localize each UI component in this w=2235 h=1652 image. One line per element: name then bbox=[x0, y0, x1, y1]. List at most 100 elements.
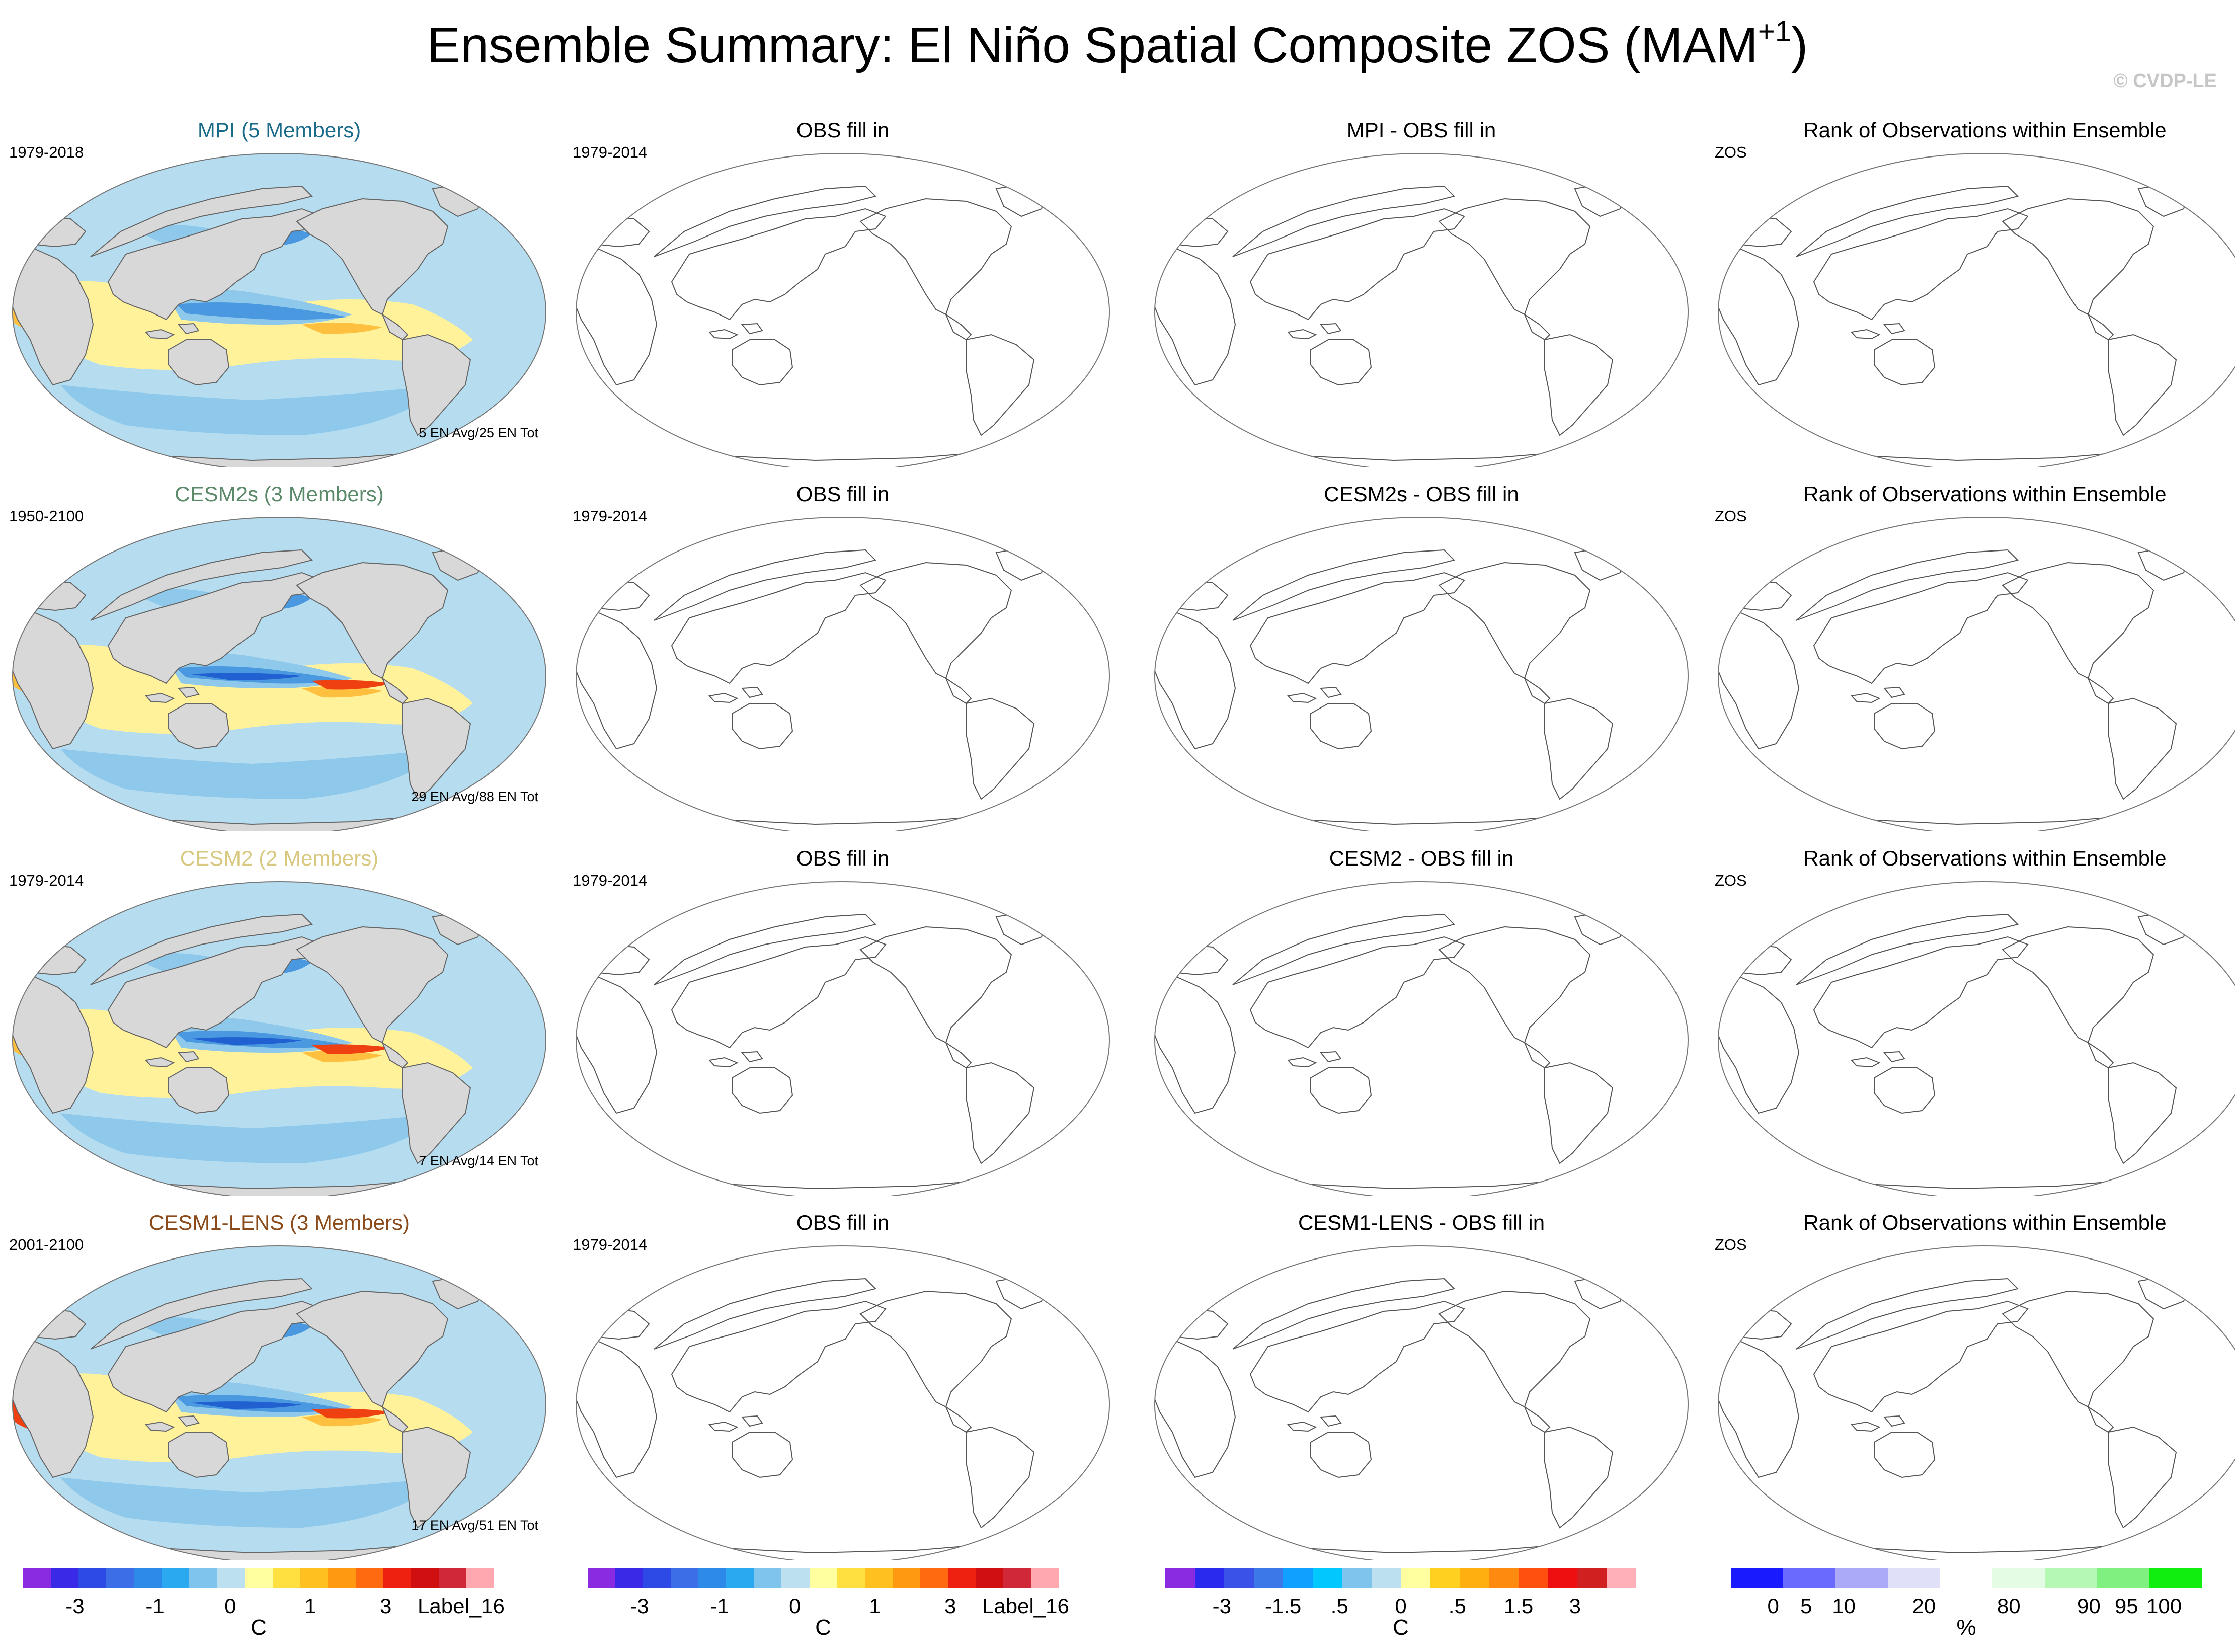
ensemble-map bbox=[12, 1245, 546, 1560]
land-outline bbox=[1874, 1067, 1936, 1114]
colorbar-swatch bbox=[383, 1568, 411, 1588]
colorbar-swatch bbox=[1731, 1568, 1783, 1588]
land-outline bbox=[1796, 913, 2019, 985]
land-outline bbox=[1438, 562, 1591, 679]
land-outline bbox=[1232, 1278, 1455, 1350]
land-outline bbox=[1851, 1057, 1881, 1068]
colorbar bbox=[588, 1568, 1059, 1588]
ensemble-panel: CESM1-LENS (3 Members) 2001-2100 17 EN Avg… bbox=[0, 1196, 558, 1560]
colorbar-swatch bbox=[1519, 1568, 1548, 1588]
panel-title: Rank of Observations within Ensemble bbox=[1803, 118, 2167, 142]
event-count: 5 EN Avg/25 EN Tot bbox=[419, 425, 538, 440]
land-outline bbox=[177, 1415, 200, 1427]
land-outline bbox=[90, 549, 313, 621]
obs-panel: OBS fill in 1979-2014 bbox=[564, 467, 1122, 831]
map-border bbox=[576, 881, 1110, 1196]
land-outline bbox=[1544, 697, 1614, 800]
land-outline bbox=[637, 808, 1047, 831]
ensemble-map bbox=[12, 153, 546, 467]
land-outline bbox=[654, 549, 876, 621]
land-outline bbox=[1718, 248, 1800, 386]
land-outline bbox=[402, 334, 471, 436]
colorbar-swatch bbox=[947, 1568, 976, 1588]
colorbar-swatch bbox=[134, 1568, 162, 1588]
land-outline bbox=[1718, 612, 1800, 750]
colorbar-swatch bbox=[1224, 1568, 1254, 1588]
land-outline bbox=[966, 1426, 1035, 1529]
land-outline bbox=[2002, 198, 2154, 316]
obs-panel: OBS fill in 1979-2014 bbox=[564, 831, 1122, 1196]
land-outline bbox=[145, 1057, 175, 1068]
land-outline bbox=[1523, 313, 1551, 341]
map-border bbox=[1154, 517, 1689, 831]
land-outline bbox=[1883, 686, 1905, 698]
panel-title: OBS fill in bbox=[796, 482, 890, 506]
map-border bbox=[12, 517, 546, 831]
variable-label: ZOS bbox=[1715, 1236, 1747, 1253]
colorbar-swatch bbox=[1312, 1568, 1342, 1588]
land-outline bbox=[578, 215, 650, 248]
colorbar-swatch bbox=[355, 1568, 383, 1588]
land-outline bbox=[1796, 549, 2019, 621]
land-outline bbox=[1813, 208, 2029, 321]
land-outline bbox=[1780, 444, 2189, 467]
land-outline bbox=[296, 562, 449, 679]
land-outline bbox=[708, 1057, 739, 1068]
year-range: 1979-2014 bbox=[573, 143, 648, 161]
colorbar-swatch bbox=[411, 1568, 439, 1588]
land-outline bbox=[1523, 677, 1551, 704]
land-outline bbox=[1319, 686, 1342, 698]
land-outline bbox=[944, 677, 972, 704]
colorbar-swatch bbox=[2045, 1568, 2097, 1588]
land-outline bbox=[654, 1278, 876, 1350]
diff-map bbox=[1154, 881, 1689, 1196]
diff-panel: MPI - OBS fill in bbox=[1142, 103, 1701, 467]
colorbar-swatch bbox=[23, 1568, 51, 1588]
colorbar-swatch bbox=[1401, 1568, 1430, 1588]
colorbar-swatch bbox=[78, 1568, 107, 1588]
map-border bbox=[1718, 881, 2235, 1196]
land-outline bbox=[732, 703, 793, 750]
land-outline bbox=[671, 936, 887, 1049]
colorbar-swatch bbox=[1283, 1568, 1313, 1588]
colorbar-swatch bbox=[1548, 1568, 1577, 1588]
land-outline bbox=[1883, 1415, 1905, 1427]
map-border bbox=[12, 881, 546, 1196]
colorbar-swatch bbox=[2149, 1568, 2202, 1588]
variable-label: ZOS bbox=[1715, 872, 1747, 889]
land-outline bbox=[1796, 185, 2019, 257]
land-outline bbox=[859, 1290, 1012, 1408]
land-outline bbox=[1216, 444, 1626, 467]
land-outline bbox=[732, 339, 793, 386]
land-outline bbox=[381, 1041, 409, 1069]
land-outline bbox=[1232, 549, 1455, 621]
colorbar-swatch bbox=[1342, 1568, 1372, 1588]
colorbar-swatch bbox=[466, 1568, 495, 1588]
land-outline bbox=[1438, 1290, 1591, 1408]
rank-panel: Rank of Observations within Ensemble ZOS bbox=[1706, 1196, 2235, 1560]
land-outline bbox=[107, 208, 323, 321]
diff-map bbox=[1154, 1245, 1689, 1560]
anomaly-region bbox=[191, 1037, 302, 1045]
land-outline bbox=[381, 1405, 409, 1433]
panel-title: Rank of Observations within Ensemble bbox=[1803, 1211, 2167, 1234]
land-outline bbox=[859, 926, 1012, 1044]
land-outline bbox=[1544, 334, 1614, 436]
obs-map bbox=[576, 153, 1110, 467]
anomaly-region bbox=[191, 673, 302, 680]
land-outline bbox=[2137, 1275, 2190, 1310]
land-outline bbox=[1319, 1051, 1342, 1063]
anomaly-region bbox=[312, 680, 392, 690]
event-count: 7 EN Avg/14 EN Tot bbox=[419, 1153, 538, 1168]
colorbar-tick-label: -1 bbox=[145, 1594, 165, 1618]
land-outline bbox=[741, 323, 763, 335]
panel-title: OBS fill in bbox=[796, 846, 890, 870]
panel-title: MPI - OBS fill in bbox=[1346, 118, 1496, 142]
colorbar-tick-label: -1 bbox=[710, 1594, 729, 1618]
land-outline bbox=[1523, 1041, 1551, 1069]
colorbar-swatch bbox=[1888, 1568, 1940, 1588]
land-outline bbox=[296, 198, 449, 316]
anomaly-region bbox=[312, 1044, 392, 1054]
colorbar-tick-label: 80 bbox=[1997, 1594, 2021, 1618]
colorbar-swatch bbox=[1194, 1568, 1224, 1588]
